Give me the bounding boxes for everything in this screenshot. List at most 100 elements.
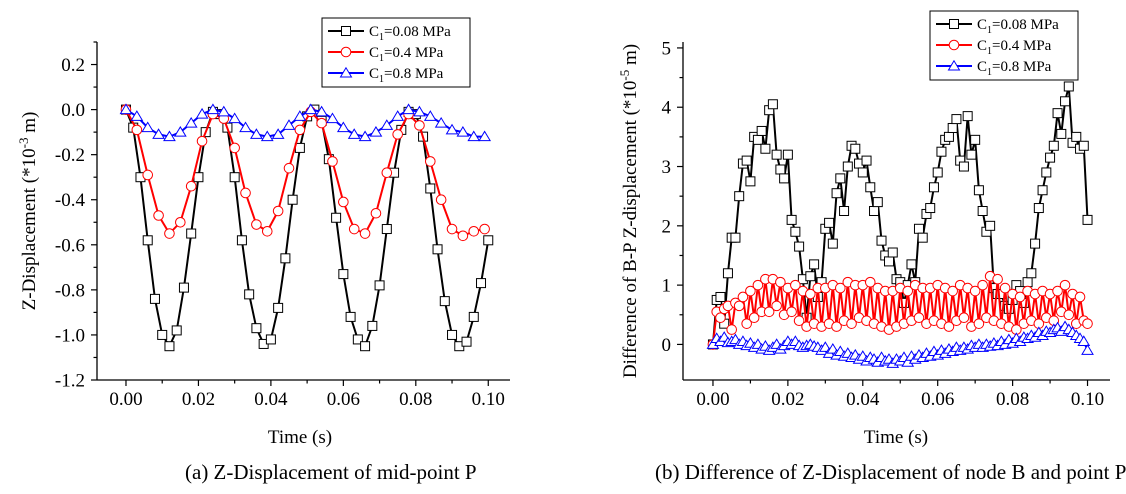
data-point	[1026, 268, 1037, 279]
figure-caption: (a) Z-Displacement of mid-point P	[185, 460, 477, 484]
legend-label-sub: 1	[379, 32, 384, 43]
data-point	[239, 121, 252, 133]
data-point	[1045, 152, 1056, 163]
x-tick-label: 0.04	[846, 389, 880, 410]
data-point	[293, 110, 307, 121]
legend-label-main: C	[369, 66, 379, 82]
legend-label-main: C	[977, 59, 987, 75]
data-point	[741, 318, 752, 329]
data-point	[1082, 214, 1093, 225]
data-point	[824, 217, 835, 228]
data-point	[865, 182, 876, 193]
series-2	[120, 104, 490, 242]
legend-item: C1=0.8 MPa	[328, 66, 444, 85]
data-point	[831, 188, 842, 199]
data-point	[936, 146, 947, 157]
legend-label-main: C	[369, 45, 379, 61]
legend-label: C1=0.08 MPa	[977, 17, 1059, 36]
data-point	[445, 123, 459, 135]
series-3	[119, 103, 492, 142]
data-point	[932, 167, 943, 178]
data-point	[461, 336, 472, 347]
data-point	[884, 256, 895, 267]
data-point	[1077, 335, 1091, 346]
data-point	[131, 124, 143, 136]
legend-marker	[339, 66, 353, 78]
data-point	[271, 128, 285, 139]
data-point	[756, 125, 767, 136]
legend-label-tail: =0.8 MPa	[384, 66, 444, 82]
data-point	[173, 125, 187, 137]
data-point	[478, 130, 492, 142]
data-point	[775, 164, 786, 175]
data-point	[1081, 344, 1094, 355]
data-point	[1071, 131, 1082, 142]
data-point	[217, 105, 231, 117]
figure-caption: (b) Difference of Z-Displacement of node…	[655, 460, 1126, 484]
data-point	[369, 125, 383, 137]
data-point	[423, 110, 437, 121]
data-point	[439, 296, 450, 307]
data-point	[782, 149, 793, 160]
y-tick-label: -0.8	[55, 280, 85, 301]
data-point	[928, 182, 939, 193]
legend-item: C1=0.4 MPa	[936, 38, 1052, 57]
legend-label-tail: =0.08 MPa	[384, 24, 451, 40]
data-point	[347, 128, 361, 139]
data-point	[240, 187, 251, 199]
data-point	[958, 312, 970, 324]
legend-marker	[341, 26, 351, 36]
data-point	[413, 105, 426, 117]
data-point	[171, 325, 182, 336]
data-point	[141, 121, 155, 133]
chart-panel-b: 0.00 0.02 0.04 0.06 0.08 0.10 0 1 2 3 4 5 Time (s) Di…	[617, 10, 1126, 484]
data-point	[175, 216, 186, 228]
data-point	[1063, 81, 1074, 92]
data-point	[315, 105, 328, 117]
y-axis-label-text: Difference of B-P Z-displacement (*10	[620, 81, 641, 379]
data-point	[850, 143, 861, 154]
y-axis-label: Z-Displacement (*10-3 m)	[16, 112, 40, 311]
legend-label-sub: 1	[987, 25, 992, 36]
data-point	[164, 228, 175, 239]
data-point	[1060, 96, 1071, 107]
data-point	[236, 235, 247, 246]
data-point	[446, 223, 458, 235]
data-point	[130, 110, 144, 121]
data-point	[846, 318, 857, 329]
legend-label: C1=0.08 MPa	[369, 24, 451, 43]
data-point	[331, 212, 342, 223]
legend-label-tail: =0.08 MPa	[992, 17, 1059, 33]
x-tick-label: 0.02	[771, 389, 804, 410]
data-point	[149, 293, 160, 304]
data-point	[1048, 140, 1059, 151]
data-point	[381, 167, 393, 178]
data-point	[283, 162, 295, 174]
data-point	[447, 329, 458, 340]
y-tick-label: -1.2	[55, 371, 85, 392]
data-point	[745, 176, 756, 187]
data-point	[752, 134, 763, 145]
data-point	[345, 311, 356, 322]
data-point	[261, 225, 273, 237]
x-axis-label: Time (s)	[268, 427, 332, 448]
data-point	[195, 107, 209, 119]
data-point	[906, 259, 917, 270]
y-tick-label: 4	[662, 98, 672, 119]
data-point	[715, 312, 726, 324]
y-axis-label: Difference of B-P Z-displacement (*10-5 …	[617, 44, 641, 378]
data-point	[831, 321, 842, 332]
x-tick-label: 0.06	[327, 389, 360, 410]
legend-marker	[949, 19, 959, 29]
data-point	[338, 196, 349, 208]
y-tick-label: -0.2	[55, 145, 85, 166]
data-point	[793, 315, 805, 327]
x-axis-label: Time (s)	[864, 427, 928, 448]
data-point	[456, 125, 470, 137]
data-point	[479, 223, 490, 235]
data-point	[733, 300, 745, 312]
data-point	[272, 205, 284, 217]
